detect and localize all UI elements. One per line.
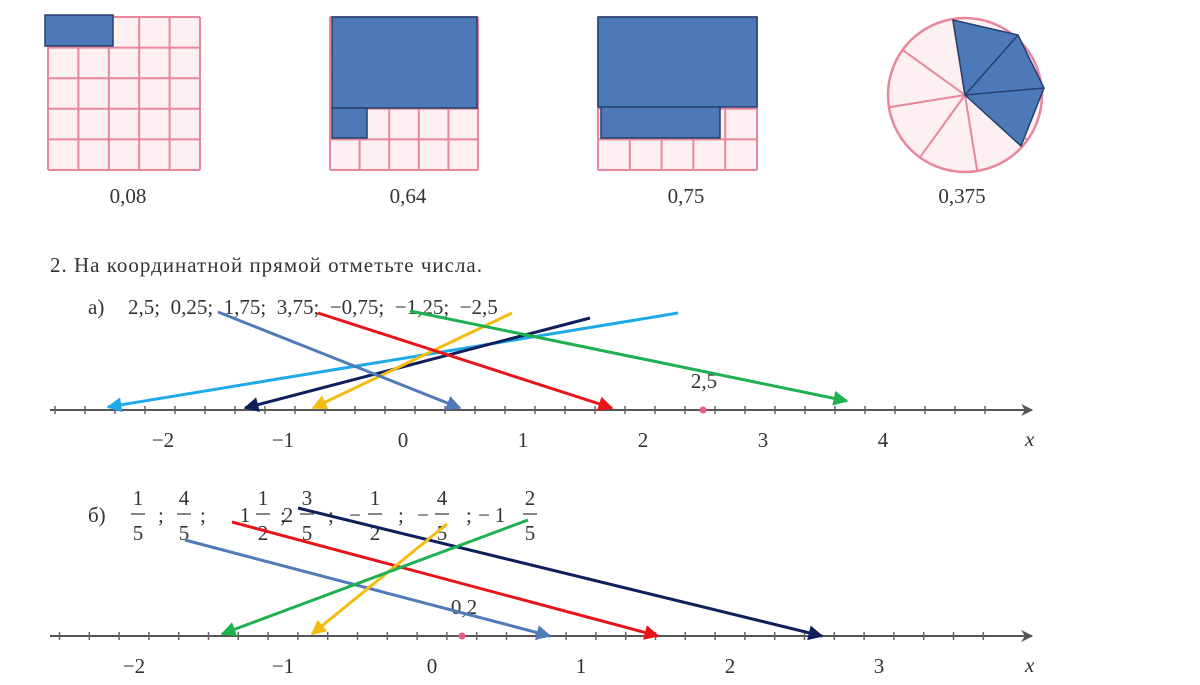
part-label: б) [88,503,106,527]
arrow [311,311,513,410]
shaded [597,16,758,108]
arrow [217,310,462,410]
axis-name: x [1024,427,1035,451]
spoke [919,94,966,159]
denominator: 5 [133,521,144,545]
axis-label: 1 [576,654,587,678]
axis-label: 3 [758,428,769,452]
arrow [409,309,849,406]
sign: − [349,503,361,527]
spoke [888,94,966,109]
shaded [952,19,1045,148]
numbers: 2,5; 0,25; 1,75; 3,75; −0,75; −1,25; −2,… [128,295,498,319]
point [458,632,466,640]
arrow [231,520,660,640]
axis-label: −1 [272,654,294,678]
part-label: а) [88,295,104,319]
numerator: 3 [302,486,313,510]
axis-label: −2 [123,654,145,678]
spoke [901,49,966,96]
separator: ; [200,503,206,527]
numerator: 4 [437,486,448,510]
arrow [297,506,824,641]
denominator: 5 [525,521,536,545]
whole: 2 [283,503,294,527]
axis-label: 2 [638,428,649,452]
denominator: 2 [258,521,269,545]
denominator: 5 [437,521,448,545]
numerator: 2 [525,486,536,510]
arrow [106,311,679,413]
numerator: 1 [258,486,269,510]
denominator: 5 [179,521,190,545]
axis-label: −2 [152,428,174,452]
figure-label: 0,08 [110,184,147,208]
arrow [220,518,529,637]
axis-label: 2 [725,654,736,678]
sign: − [478,503,490,527]
shaded [331,107,368,139]
axis-label: 0 [427,654,438,678]
shaded [331,16,478,109]
numerator: 1 [133,486,144,510]
axis-name: x [1024,653,1035,677]
axis-label: 4 [878,428,889,452]
axis-label: 1 [518,428,529,452]
figures: 0,08 0,64 0,75 0,375 [44,14,1045,208]
whole: 1 [495,503,506,527]
shaded [44,14,114,47]
figure-label: 0,375 [938,184,985,208]
denominator: 2 [370,521,381,545]
task-heading: 2. На координатной прямой отметьте числа… [50,253,483,277]
axis-label: 3 [874,654,885,678]
separator: ; [398,503,404,527]
axis-labels: −2 −1 0 1 2 3 4 [152,428,889,452]
figure-label: 0,75 [668,184,705,208]
arrow [243,316,591,412]
arrow [317,311,614,411]
sign: − [417,503,429,527]
numerator: 1 [370,486,381,510]
figure-label: 0,64 [390,184,427,208]
whole: 1 [240,503,251,527]
axis-label: 0 [398,428,409,452]
point [699,406,707,414]
fractions: 15;45; 112;235; −12; −45; −125 [131,486,537,545]
axis-label: −1 [272,428,294,452]
spoke [964,94,979,172]
separator: ; [466,503,472,527]
arrow [310,522,448,636]
numerator: 4 [179,486,190,510]
separator: ; [158,503,164,527]
denominator: 5 [302,521,313,545]
separator: ; [280,503,286,527]
shaded [600,106,721,139]
axis-labels: −2 −1 0 1 2 3 [123,654,884,678]
